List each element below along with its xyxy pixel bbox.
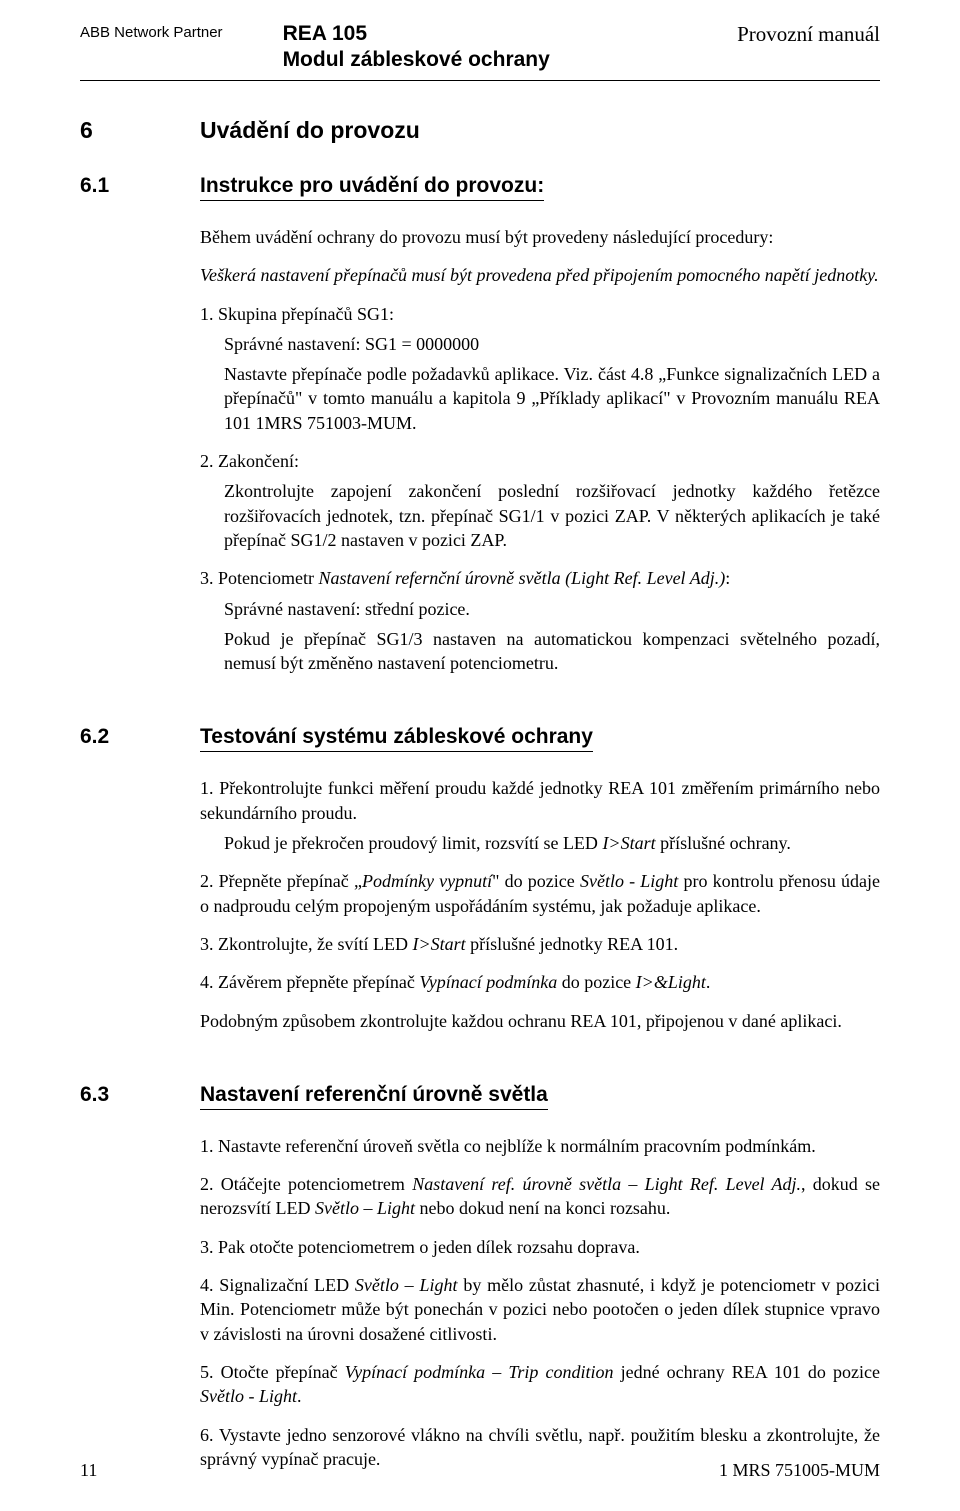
sec62-item1: 1. Překontrolujte funkci měření proudu k… [200,776,880,825]
section-6-3-title: Nastavení referenční úrovně světla [200,1083,548,1110]
sec61-item3-pre: 3. Potenciometr [200,568,318,588]
section-6-num: 6 [80,117,200,144]
sec63-item2: 2. Otáčejte potenciometrem Nastavení ref… [200,1172,880,1221]
section-6-row: 6 Uvádění do provozu [80,117,880,144]
footer-page-number: 11 [80,1460,97,1481]
header-doc-type: Provozní manuál [737,22,880,47]
section-6-1-body: Během uvádění ochrany do provozu musí bý… [200,225,880,675]
sec62-item1a: Pokud je překročen proudový limit, rozsv… [224,831,880,855]
sec63-item4-pre: 4. Signalizační LED [200,1275,355,1295]
section-6-title: Uvádění do provozu [200,117,420,144]
page-footer: 11 1 MRS 751005-MUM [80,1460,880,1481]
sec63-item2-ital2: Světlo – Light [315,1198,415,1218]
sec63-item3: 3. Pak otočte potenciometrem o jeden díl… [200,1235,880,1259]
sec61-intro2-text: Veškerá nastavení přepínačů musí být pro… [200,265,879,285]
sec63-item5-mid: jedné ochrany REA 101 do pozice [613,1362,880,1382]
sec61-item3b: Pokud je přepínač SG1/3 nastaven na auto… [224,627,880,676]
sec61-item3-post: : [725,568,730,588]
sec63-item5-pre: 5. Otočte přepínač [200,1362,345,1382]
header-rule [80,80,880,81]
sec62-item2: 2. Přepněte přepínač „Podmínky vypnutí" … [200,869,880,918]
sec62-item2-ital2: Světlo - Light [580,871,678,891]
sec62-item2-ital1: Podmínky vypnutí [362,871,492,891]
sec62-item4-post: . [706,972,711,992]
section-6-2-body: 1. Překontrolujte funkci měření proudu k… [200,776,880,1032]
sec62-item3-ital: I>Start [412,934,465,954]
sec62-item4: 4. Závěrem přepněte přepínač Vypínací po… [200,970,880,994]
sec62-item4-pre: 4. Závěrem přepněte přepínač [200,972,419,992]
sec63-item5-ital2: Světlo - Light [200,1386,297,1406]
sec61-item2: 2. Zakončení: [200,449,880,473]
section-6-3-num: 6.3 [80,1083,200,1110]
sec62-item1a-post: příslušné ochrany. [656,833,791,853]
sec62-item4-ital2: I>&Light [636,972,706,992]
sec62-item2-pre: 2. Přepněte přepínač „ [200,871,362,891]
sec63-item5-ital1: Vypínací podmínka – Trip condition [345,1362,614,1382]
sec61-item3a: Správné nastavení: střední pozice. [224,597,880,621]
sec63-item5: 5. Otočte přepínač Vypínací podmínka – T… [200,1360,880,1409]
header-product-subtitle: Modul zábleskové ochrany [283,48,738,72]
header-left: ABB Network Partner [80,22,223,41]
sec63-item5-post: . [297,1386,302,1406]
header-product-code: REA 105 [283,22,738,46]
header-center: REA 105 Modul zábleskové ochrany [223,22,738,72]
sec62-item2-mid: " do pozice [492,871,580,891]
section-6-2-row: 6.2 Testování systému zábleskové ochrany [80,725,880,752]
section-6-2-title: Testování systému zábleskové ochrany [200,725,593,752]
section-6-3-row: 6.3 Nastavení referenční úrovně světla [80,1083,880,1110]
sec61-item2a: Zkontrolujte zapojení zakončení poslední… [224,479,880,552]
page-header: ABB Network Partner REA 105 Modul zábles… [80,22,880,72]
sec63-item4-ital: Světlo – Light [355,1275,458,1295]
page: ABB Network Partner REA 105 Modul zábles… [0,0,960,1511]
sec63-item2-ital1: Nastavení ref. úrovně světla – Light Ref… [412,1174,801,1194]
sec62-closing: Podobným způsobem zkontrolujte každou oc… [200,1009,880,1033]
sec63-item1: 1. Nastavte referenční úroveň světla co … [200,1134,880,1158]
sec62-item1a-ital: I>Start [602,833,655,853]
sec61-intro: Během uvádění ochrany do provozu musí bý… [200,225,880,249]
sec62-item1a-pre: Pokud je překročen proudový limit, rozsv… [224,833,602,853]
section-6-1-row: 6.1 Instrukce pro uvádění do provozu: [80,174,880,201]
sec62-item4-mid: do pozice [557,972,635,992]
sec62-item3-pre: 3. Zkontrolujte, že svítí LED [200,934,412,954]
sec61-intro2: Veškerá nastavení přepínačů musí být pro… [200,263,880,287]
sec61-item3-ital: Nastavení refernční úrovně světla (Light… [318,568,725,588]
sec63-item2-pre: 2. Otáčejte potenciometrem [200,1174,412,1194]
footer-doc-id: 1 MRS 751005-MUM [719,1460,880,1481]
sec61-item1a: Správné nastavení: SG1 = 0000000 [224,332,880,356]
sec63-item2-post: nebo dokud není na konci rozsahu. [415,1198,670,1218]
section-6-1-num: 6.1 [80,174,200,201]
sec62-item3: 3. Zkontrolujte, že svítí LED I>Start př… [200,932,880,956]
section-6-1-title: Instrukce pro uvádění do provozu: [200,174,544,201]
sec62-item4-ital1: Vypínací podmínka [419,972,557,992]
sec63-item4: 4. Signalizační LED Světlo – Light by mě… [200,1273,880,1346]
section-6-3-body: 1. Nastavte referenční úroveň světla co … [200,1134,880,1471]
sec61-item1: 1. Skupina přepínačů SG1: [200,302,880,326]
sec61-item3: 3. Potenciometr Nastavení refernční úrov… [200,566,880,590]
sec61-item1b: Nastavte přepínače podle požadavků aplik… [224,362,880,435]
section-6-2-num: 6.2 [80,725,200,752]
sec62-item3-post: příslušné jednotky REA 101. [466,934,679,954]
